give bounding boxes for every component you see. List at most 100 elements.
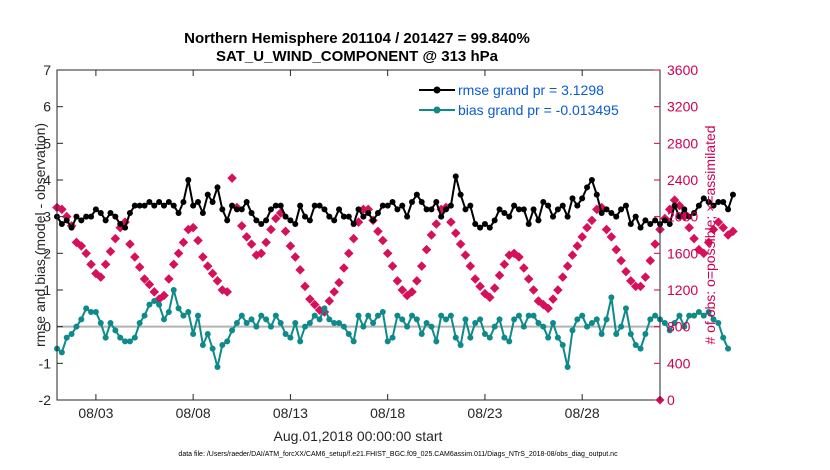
obs-possible-marker — [305, 294, 315, 304]
obs-possible-marker — [538, 299, 549, 310]
obs-possible-marker — [713, 217, 724, 227]
point-rmse — [627, 221, 634, 227]
point-rmse — [681, 206, 688, 213]
point-bias — [175, 305, 182, 312]
point-bias — [379, 309, 386, 315]
point-bias — [661, 320, 668, 326]
obs-possible-marker — [241, 232, 252, 242]
point-bias — [258, 312, 265, 319]
axes: -2 -1 0 1 2 3 4 5 6 7 0 400 800 1200 1600 2000 2400 2800 3… — [39, 62, 699, 421]
point-bias — [428, 323, 435, 330]
point-bias — [141, 312, 148, 319]
point-bias — [574, 316, 581, 323]
obs-possible-marker — [446, 217, 456, 227]
point-rmse — [326, 213, 333, 220]
obs-possible-marker — [577, 232, 587, 242]
obs-possible-marker — [256, 248, 267, 259]
obs-possible-marker — [373, 226, 383, 237]
point-bias — [214, 364, 221, 370]
point-rmse — [190, 202, 197, 209]
point-bias — [287, 334, 294, 341]
point-rmse — [511, 202, 518, 209]
series-lines — [54, 173, 736, 370]
point-rmse — [715, 199, 722, 205]
point-rmse — [530, 206, 537, 213]
obs-possible-marker — [694, 244, 704, 255]
point-bias — [413, 316, 420, 323]
point-rmse — [652, 217, 659, 224]
obs-possible-marker — [382, 248, 393, 259]
point-bias — [151, 298, 158, 304]
y2-tick-label: 800 — [667, 319, 691, 335]
point-rmse — [481, 221, 488, 227]
point-rmse — [345, 213, 352, 220]
obs-possible-marker — [611, 244, 621, 255]
point-bias — [83, 305, 90, 312]
point-bias — [467, 334, 474, 341]
point-rmse — [486, 224, 493, 231]
point-bias — [374, 312, 381, 319]
legend-label-rmse: rmse grand pr = 3.1298 — [458, 82, 604, 98]
point-rmse — [229, 202, 236, 209]
obs-possible-marker — [378, 235, 388, 246]
point-bias — [720, 334, 727, 341]
point-bias — [399, 316, 406, 323]
point-bias — [564, 364, 571, 370]
obs-possible-marker — [718, 222, 728, 233]
obs-possible-marker — [601, 224, 612, 235]
point-rmse — [92, 206, 99, 213]
point-rmse — [83, 213, 90, 220]
obs-possible-marker — [664, 204, 675, 215]
point-bias — [248, 316, 255, 323]
point-rmse — [394, 206, 401, 213]
obs-possible-marker — [421, 244, 432, 255]
point-rmse — [306, 217, 313, 224]
point-rmse — [603, 206, 610, 213]
point-bias — [569, 327, 576, 334]
obs-possible-marker — [324, 296, 335, 306]
point-rmse — [258, 221, 265, 227]
point-bias — [156, 301, 163, 308]
obs-possible-marker — [392, 276, 403, 286]
obs-possible-marker — [407, 287, 417, 297]
point-rmse — [695, 202, 702, 209]
y-tick-label: 0 — [43, 319, 51, 335]
point-rmse — [593, 191, 600, 198]
point-rmse — [671, 202, 678, 209]
obs-possible-marker — [227, 173, 237, 183]
point-bias — [491, 323, 498, 330]
plot-frame — [56, 69, 661, 401]
point-rmse — [170, 202, 177, 209]
point-rmse — [729, 191, 736, 198]
obs-possible-marker — [339, 263, 349, 273]
point-rmse — [637, 224, 644, 231]
point-bias — [477, 316, 484, 323]
point-rmse — [253, 217, 260, 224]
point-bias — [292, 320, 299, 326]
obs-possible-marker — [222, 287, 232, 297]
obs-possible-marker — [455, 239, 466, 249]
point-rmse — [243, 199, 250, 205]
obs-possible-marker — [173, 248, 184, 259]
point-bias — [195, 312, 202, 319]
y2-axis-label: # of obs: o=possible; ×=assimilated — [702, 125, 718, 344]
point-rmse — [588, 177, 595, 183]
obs-possible-marker — [397, 285, 408, 295]
point-bias — [102, 334, 109, 341]
point-rmse — [209, 199, 216, 205]
series-bias — [54, 287, 732, 370]
point-bias — [700, 312, 707, 319]
obs-possible-marker — [86, 259, 96, 270]
point-rmse — [336, 206, 343, 213]
point-bias — [622, 305, 629, 312]
point-rmse — [107, 210, 114, 216]
point-rmse — [632, 213, 639, 220]
obs-possible-marker — [217, 285, 228, 295]
y-tick-label: 6 — [43, 99, 51, 115]
point-bias — [311, 312, 318, 319]
point-rmse — [78, 217, 85, 224]
point-rmse — [525, 221, 532, 227]
point-rmse — [496, 206, 503, 213]
point-rmse — [462, 206, 469, 213]
